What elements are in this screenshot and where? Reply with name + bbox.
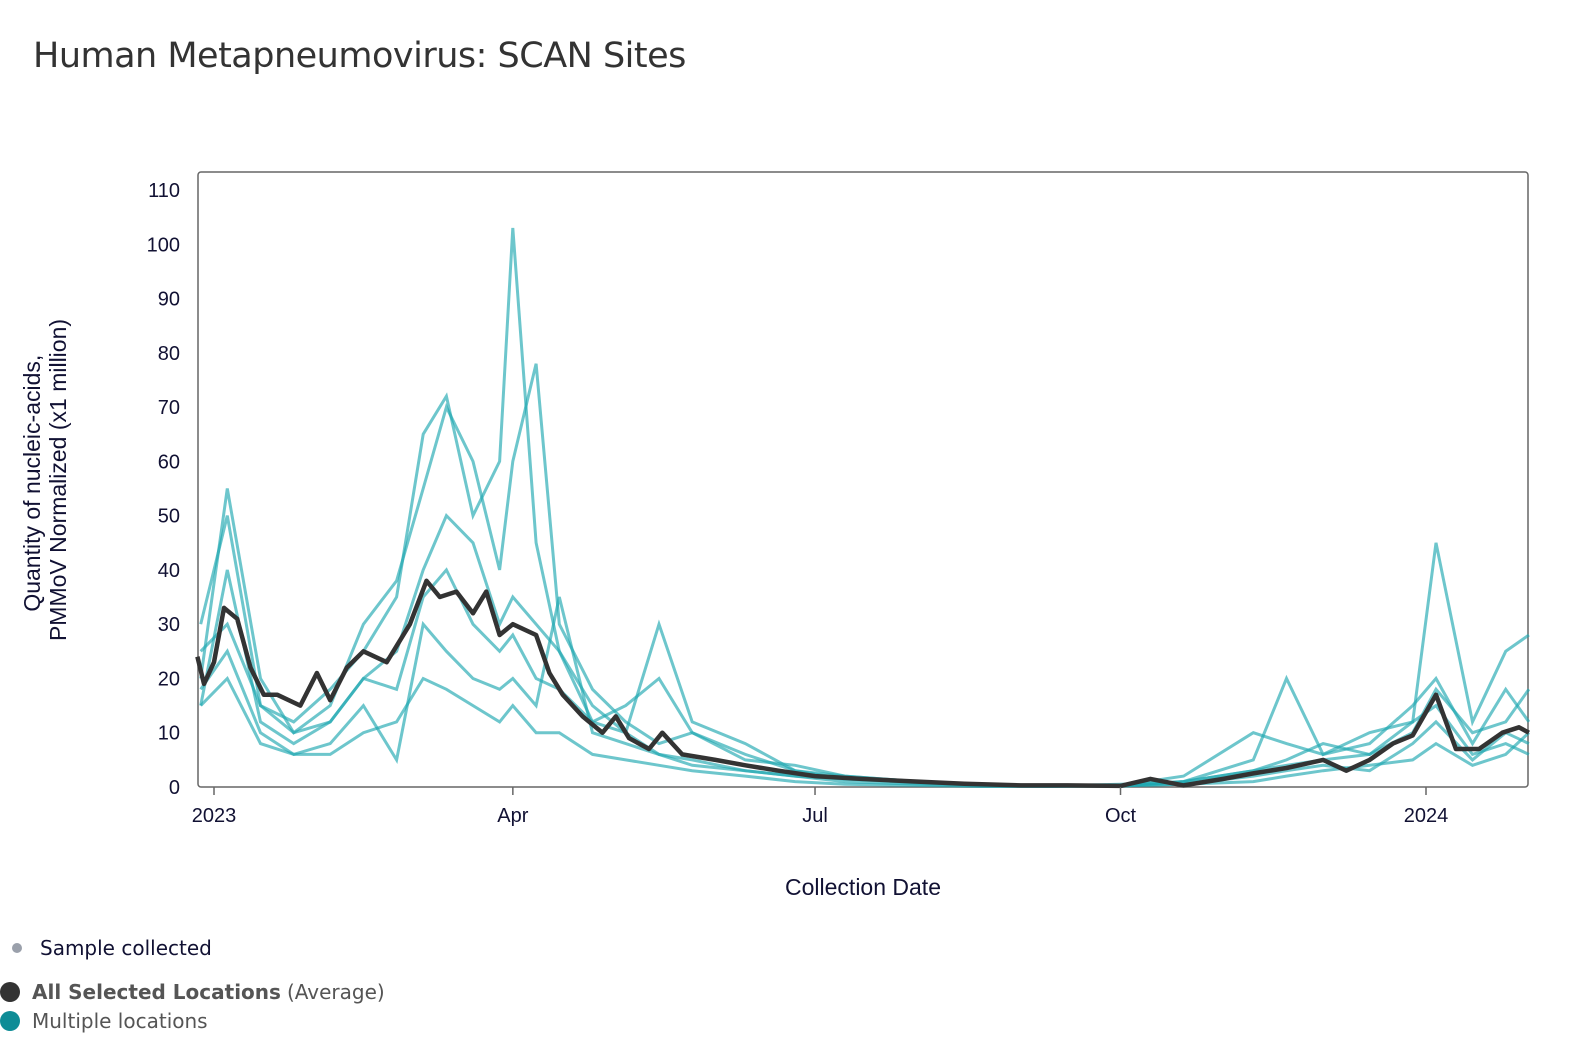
plot-area-frame xyxy=(197,171,1529,788)
y-tick-label: 90 xyxy=(158,289,180,311)
y-tick-label: 60 xyxy=(158,451,180,473)
y-tick-label: 100 xyxy=(147,234,180,256)
y-axis: 0 10 20 30 40 50 60 70 80 90 100 110 xyxy=(147,180,180,799)
x-tick-label: 2023 xyxy=(192,805,237,827)
x-tick-label: Jul xyxy=(802,805,828,827)
legend-average[interactable]: All Selected Locations (Average) xyxy=(0,980,385,1004)
x-axis: 2023 Apr Jul Oct 2024 xyxy=(192,787,1449,827)
y-axis-title-line-1: Quantity of nucleic-acids, xyxy=(19,355,45,612)
y-axis-title-line-2: PMMoV Normalized (x1 million) xyxy=(45,319,71,641)
legend-average-label: All Selected Locations xyxy=(32,980,281,1004)
location-lines xyxy=(199,227,1531,789)
location-series-line-6[interactable] xyxy=(199,675,1530,788)
x-tick-label: Apr xyxy=(497,805,528,827)
average-series-line[interactable] xyxy=(195,578,1530,789)
x-tick-label: 2024 xyxy=(1404,805,1449,827)
x-tick-label: Oct xyxy=(1105,805,1137,827)
legend-locations[interactable]: Multiple locations xyxy=(0,1009,208,1033)
chart-title: Human Metapneumovirus: SCAN Sites xyxy=(33,36,686,76)
y-tick-label: 110 xyxy=(148,180,180,202)
y-tick-label: 70 xyxy=(158,397,180,419)
y-tick-label: 40 xyxy=(158,560,180,582)
legend-sample-collected: Sample collected xyxy=(12,936,212,960)
x-axis-title: Collection Date xyxy=(785,874,941,900)
location-series-line-1[interactable] xyxy=(199,227,1530,788)
y-tick-label: 10 xyxy=(158,723,180,745)
average-dot-icon xyxy=(0,982,20,1002)
legend-average-suffix: (Average) xyxy=(286,980,385,1004)
sample-dot-icon xyxy=(12,943,22,953)
y-tick-label: 20 xyxy=(158,668,180,690)
legend-sample-label: Sample collected xyxy=(40,936,212,960)
locations-dot-icon xyxy=(0,1011,20,1031)
y-tick-label: 50 xyxy=(158,506,180,528)
y-axis-title: Quantity of nucleic-acids, PMMoV Normali… xyxy=(19,319,71,641)
legend-locations-label: Multiple locations xyxy=(32,1009,208,1033)
y-tick-label: 80 xyxy=(158,343,180,365)
location-series-line-5[interactable] xyxy=(199,567,1530,788)
y-tick-label: 0 xyxy=(169,777,180,799)
y-tick-label: 30 xyxy=(158,614,180,636)
average-line-group xyxy=(195,578,1530,789)
